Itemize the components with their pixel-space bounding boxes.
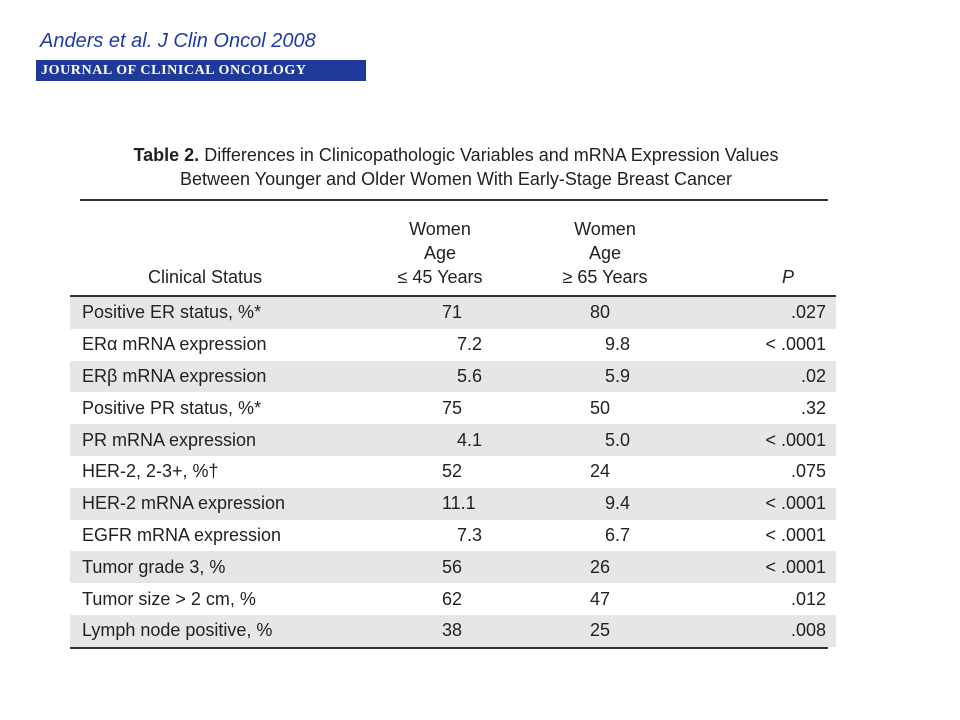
header-women-45-line1: Women: [409, 219, 471, 239]
cell-p-value: < .0001: [765, 429, 826, 450]
table-body: Positive ER status, %* 71 80 .027 ERα mRNA e…: [70, 297, 836, 647]
table-row: Positive ER status, %* 71 80 .027: [70, 297, 836, 329]
cell-women-65: 5.9: [590, 365, 631, 386]
cell-women-45: 4.1: [442, 429, 483, 450]
cell-clinical-status: Positive PR status, %*: [82, 397, 262, 418]
header-women-45: Women Age ≤ 45 Years: [360, 217, 520, 289]
cell-clinical-status: PR mRNA expression: [82, 429, 257, 450]
header-women-65-line3: ≥ 65 Years: [562, 267, 648, 287]
header-clinical-status: Clinical Status: [148, 267, 263, 287]
cell-clinical-status: ERβ mRNA expression: [82, 365, 267, 386]
header-women-45-line2: Age: [423, 243, 457, 263]
cell-women-65: 5.0: [590, 429, 631, 450]
cell-women-65: 9.4: [590, 493, 631, 514]
header-women-65-line1: Women: [574, 219, 636, 239]
cell-women-65: 47: [590, 588, 611, 609]
cell-women-45: 7.2: [442, 334, 483, 355]
cell-clinical-status: Lymph node positive, %: [82, 620, 273, 641]
table-row: EGFR mRNA expression 7.3 6.7 < .0001: [70, 520, 836, 552]
table-row: Positive PR status, %* 75 50 .32: [70, 392, 836, 424]
cell-women-45: 5.6: [442, 365, 483, 386]
cell-women-45: 52: [442, 461, 463, 482]
table-row: PR mRNA expression 4.1 5.0 < .0001: [70, 424, 836, 456]
table-header-row: Clinical Status Women Age ≤ 45 Years Wom…: [70, 201, 836, 295]
cell-clinical-status: HER-2 mRNA expression: [82, 493, 286, 514]
cell-clinical-status: Tumor size > 2 cm, %: [82, 588, 256, 609]
header-women-45-line3: ≤ 45 Years: [397, 267, 483, 287]
table-top-rule: [80, 199, 828, 201]
header-p-value: P: [781, 267, 794, 287]
table-header-rule: [70, 295, 836, 297]
cell-p-value: .02: [800, 365, 826, 386]
cell-women-65: 50: [590, 397, 611, 418]
table-bottom-rule: [70, 646, 828, 649]
cell-clinical-status: ERα mRNA expression: [82, 334, 267, 355]
table-row: ERβ mRNA expression 5.6 5.9 .02: [70, 360, 836, 393]
header-women-65: Women Age ≥ 65 Years: [520, 217, 690, 289]
cell-clinical-status: HER-2, 2-3+, %†: [82, 461, 219, 482]
cell-p-value: .008: [790, 620, 826, 641]
journal-banner: JOURNAL OF CLINICAL ONCOLOGY: [36, 60, 366, 81]
table-caption-line2: Between Younger and Older Women With Ear…: [180, 169, 732, 189]
table-row: HER-2, 2-3+, %† 52 24 .075: [70, 456, 836, 488]
cell-clinical-status: Tumor grade 3, %: [82, 556, 226, 577]
cell-women-45: 56: [442, 556, 463, 577]
table-row: HER-2 mRNA expression 11.1 9.4 < .0001: [70, 487, 836, 520]
cell-women-45: 38: [442, 620, 463, 641]
table-row: Tumor grade 3, % 56 26 < .0001: [70, 551, 836, 584]
cell-women-65: 6.7: [590, 524, 631, 545]
table-caption-label: Table 2.: [133, 145, 200, 165]
cell-p-value: < .0001: [765, 556, 826, 577]
cell-women-65: 9.8: [590, 334, 631, 355]
cell-clinical-status: EGFR mRNA expression: [82, 524, 282, 545]
cell-women-45: 75: [442, 397, 463, 418]
citation-text: Anders et al. J Clin Oncol 2008: [40, 30, 316, 52]
table-row: Tumor size > 2 cm, % 62 47 .012: [70, 583, 836, 615]
cell-p-value: < .0001: [765, 524, 826, 545]
table-figure: Table 2. Differences in Clinicopathologi…: [70, 143, 836, 649]
cell-women-65: 26: [590, 556, 611, 577]
cell-women-65: 25: [590, 620, 611, 641]
cell-p-value: .027: [790, 302, 826, 323]
cell-p-value: .012: [790, 588, 826, 609]
cell-women-65: 80: [590, 302, 611, 323]
cell-clinical-status: Positive ER status, %*: [82, 302, 262, 323]
table-row: Lymph node positive, % 38 25 .008: [70, 614, 836, 647]
header-women-65-line2: Age: [588, 243, 622, 263]
table-row: ERα mRNA expression 7.2 9.8 < .0001: [70, 329, 836, 361]
cell-p-value: .32: [800, 397, 826, 418]
cell-women-45: 7.3: [442, 524, 483, 545]
cell-p-value: < .0001: [765, 334, 826, 355]
cell-women-45: 62: [442, 588, 463, 609]
table-caption-line1: Differences in Clinicopathologic Variabl…: [204, 145, 779, 165]
cell-p-value: .075: [790, 461, 826, 482]
table-caption: Table 2. Differences in Clinicopathologi…: [70, 143, 836, 191]
cell-women-45: 11.1: [442, 493, 476, 514]
cell-women-65: 24: [590, 461, 611, 482]
cell-women-45: 71: [442, 302, 463, 323]
cell-p-value: < .0001: [765, 493, 826, 514]
